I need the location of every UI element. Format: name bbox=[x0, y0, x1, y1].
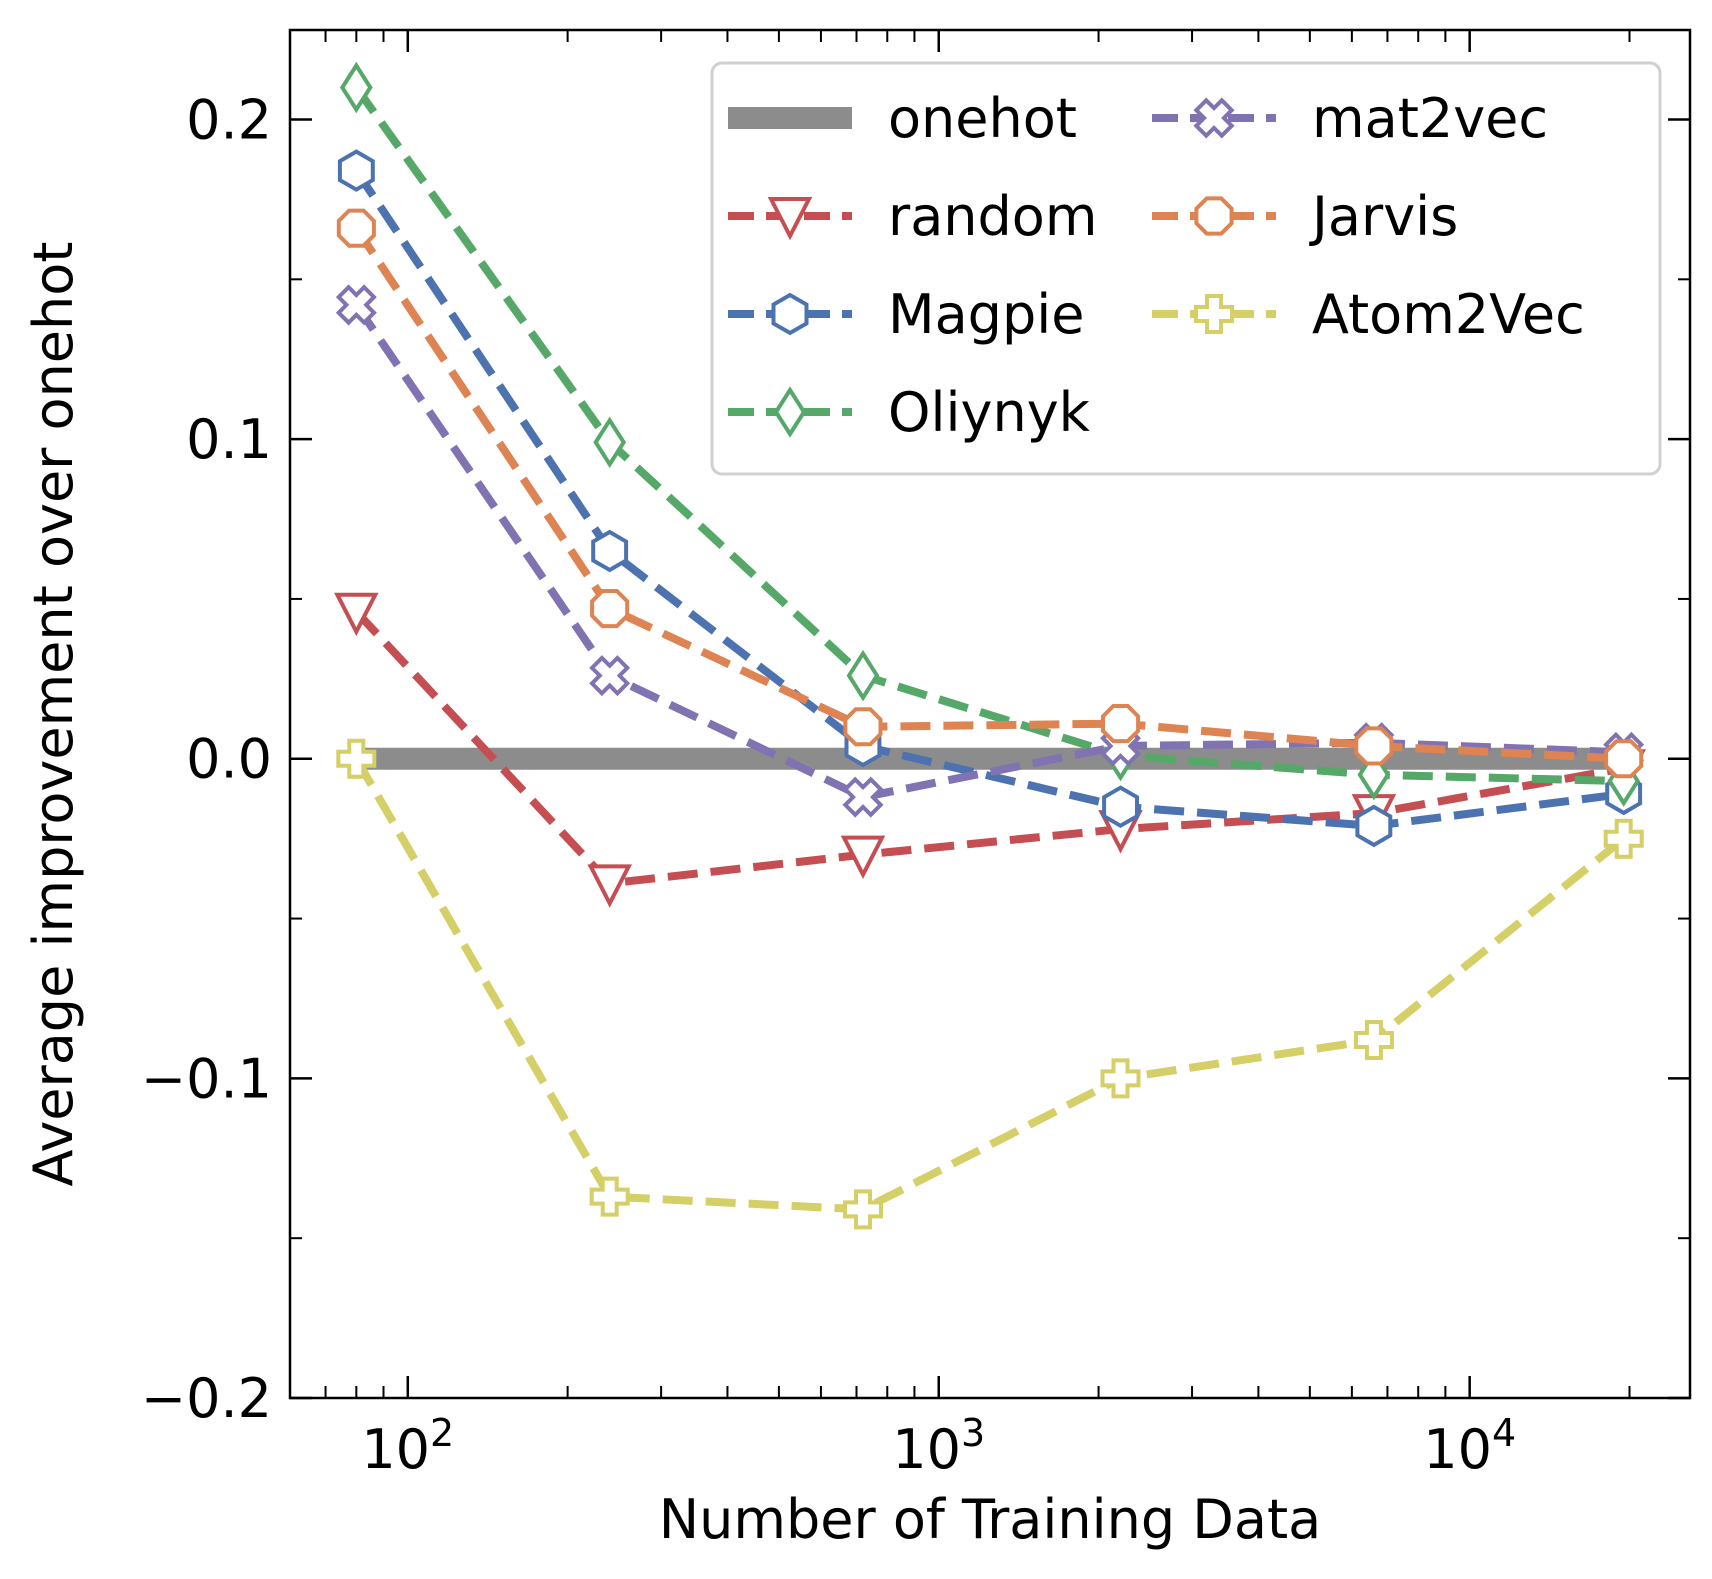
data-point-atom2vec bbox=[1100, 1058, 1141, 1099]
data-point-atom2vec bbox=[589, 1176, 630, 1217]
series-line-oliynyk bbox=[353, 85, 1624, 786]
y-tick-label: 0.2 bbox=[186, 88, 272, 151]
data-point-random bbox=[587, 864, 632, 908]
legend-label-jarvis: Jarvis bbox=[1309, 185, 1458, 248]
data-point-jarvis bbox=[843, 707, 883, 747]
data-point-mat2vec bbox=[335, 284, 377, 326]
legend-item-magpie: Magpie bbox=[728, 283, 1084, 346]
legend-marker-random bbox=[767, 197, 813, 241]
data-point-jarvis bbox=[1101, 704, 1141, 744]
legend-item-onehot: onehot bbox=[728, 87, 1077, 150]
data-point-magpie bbox=[337, 149, 375, 192]
series-line-magpie bbox=[353, 168, 1625, 830]
data-point-magpie bbox=[1102, 785, 1139, 829]
y-tick-label: 0.0 bbox=[186, 728, 272, 791]
data-point-random bbox=[840, 835, 886, 879]
data-point-mat2vec bbox=[589, 655, 631, 697]
series-line-mat2vec bbox=[353, 302, 1624, 802]
data-point-jarvis bbox=[1604, 739, 1644, 779]
data-point-jarvis bbox=[590, 589, 630, 629]
legend-item-mat2vec: mat2vec bbox=[1152, 87, 1548, 150]
y-tick-label: 0.1 bbox=[186, 408, 272, 471]
legend-label-onehot: onehot bbox=[888, 87, 1077, 150]
legend-label-random: random bbox=[888, 185, 1097, 248]
x-tick-label: 103 bbox=[892, 1411, 985, 1481]
legend-marker-magpie bbox=[771, 292, 809, 336]
data-point-magpie bbox=[1355, 804, 1393, 848]
legend-item-random: random bbox=[728, 185, 1097, 248]
legend-item-atom2vec: Atom2Vec bbox=[1152, 283, 1585, 346]
series-line-random bbox=[353, 608, 1625, 888]
legend-marker-mat2vec bbox=[1193, 97, 1235, 139]
data-point-mat2vec bbox=[842, 776, 884, 818]
data-point-random bbox=[334, 592, 379, 637]
legend-label-mat2vec: mat2vec bbox=[1312, 87, 1548, 150]
legend-label-magpie: Magpie bbox=[888, 283, 1084, 346]
data-point-jarvis bbox=[1354, 726, 1394, 766]
data-point-oliynyk bbox=[339, 61, 373, 114]
plot-frame bbox=[288, 28, 1692, 1400]
data-point-oliynyk bbox=[593, 416, 627, 469]
legend-label-oliynyk: Oliynyk bbox=[888, 381, 1091, 444]
series-jarvis bbox=[336, 208, 1644, 779]
series-line-jarvis bbox=[353, 225, 1624, 763]
x-tick-label: 102 bbox=[361, 1411, 454, 1481]
y-tick-label: −0.1 bbox=[141, 1047, 272, 1110]
legend-item-jarvis: Jarvis bbox=[1152, 185, 1458, 248]
legend-box bbox=[710, 61, 1662, 476]
series-atom2vec bbox=[336, 738, 1644, 1230]
x-axis-label: Number of Training Data bbox=[659, 1488, 1321, 1551]
legend-marker-jarvis bbox=[1194, 196, 1234, 236]
data-point-magpie bbox=[591, 529, 629, 573]
legend-label-atom2vec: Atom2Vec bbox=[1312, 283, 1585, 346]
legend-item-oliynyk: Oliynyk bbox=[728, 381, 1091, 444]
legend-marker-atom2vec bbox=[1194, 294, 1234, 334]
series-line-atom2vec bbox=[352, 756, 1627, 1214]
legend-marker-oliynyk bbox=[773, 386, 807, 438]
data-point-oliynyk bbox=[846, 649, 880, 702]
y-tick-label: −0.2 bbox=[141, 1367, 272, 1430]
data-point-atom2vec bbox=[1353, 1020, 1394, 1060]
x-tick-label: 104 bbox=[1423, 1411, 1516, 1481]
y-axis-label: Average improvement over onehot bbox=[22, 242, 85, 1187]
data-point-atom2vec bbox=[843, 1189, 883, 1230]
data-point-jarvis bbox=[336, 208, 376, 248]
data-point-atom2vec bbox=[1603, 818, 1644, 859]
data-point-atom2vec bbox=[336, 738, 377, 779]
